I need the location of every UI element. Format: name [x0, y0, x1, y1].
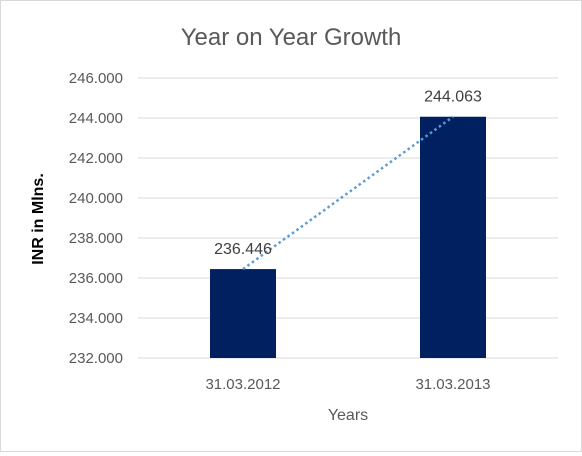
y-tick-label: 242.000 — [69, 150, 123, 167]
data-label: 244.063 — [424, 89, 482, 106]
y-axis-label: INR in Mlns. — [30, 173, 47, 265]
y-tick-label: 240.000 — [69, 190, 123, 207]
y-tick-label: 238.000 — [69, 230, 123, 247]
data-labels: 236.446 244.063 — [214, 89, 482, 258]
x-tick-label: 31.03.2013 — [415, 376, 490, 393]
gridlines — [138, 77, 558, 359]
chart-title: Year on Year Growth — [181, 24, 402, 51]
y-tick-label: 234.000 — [69, 310, 123, 327]
y-tick-label: 246.000 — [69, 70, 123, 87]
y-tick-label: 236.000 — [69, 270, 123, 287]
bar — [210, 269, 276, 358]
y-tick-label: 232.000 — [69, 350, 123, 367]
data-label: 236.446 — [214, 241, 272, 258]
trendline — [242, 115, 454, 271]
bars — [210, 116, 486, 359]
x-tick-label: 31.03.2012 — [205, 376, 280, 393]
bar — [420, 116, 486, 359]
y-tick-label: 244.000 — [69, 110, 123, 127]
y-axis-ticks: 232.000 234.000 236.000 238.000 240.000 242.0… — [69, 70, 123, 367]
x-axis-label: Years — [328, 407, 368, 424]
x-axis-ticks: 31.03.2012 31.03.2013 — [205, 376, 490, 393]
